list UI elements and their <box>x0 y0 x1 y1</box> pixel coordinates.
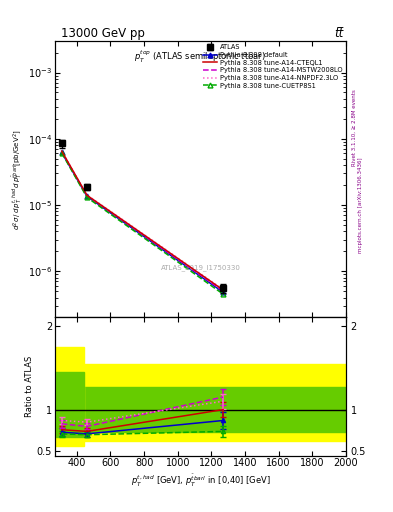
Line: Pythia 8.308 default: Pythia 8.308 default <box>59 150 226 295</box>
Pythia 8.308 default <box>84 193 89 199</box>
Bar <box>55 387 346 432</box>
Text: ATLAS_2019_I1750330: ATLAS_2019_I1750330 <box>160 264 241 271</box>
Line: Pythia 8.308 tune-CUETP8S1: Pythia 8.308 tune-CUETP8S1 <box>59 151 226 296</box>
Pythia 8.308 tune-CUETP8S1 <box>59 150 64 156</box>
Line: Pythia 8.308 tune-A14-MSTW2008LO: Pythia 8.308 tune-A14-MSTW2008LO <box>62 152 223 291</box>
Pythia 8.308 default <box>59 150 64 156</box>
Text: $p_T^{top}$ (ATLAS semileptonic ttbar): $p_T^{top}$ (ATLAS semileptonic ttbar) <box>134 49 266 66</box>
Line: Pythia 8.308 tune-A14-CTEQL1: Pythia 8.308 tune-A14-CTEQL1 <box>62 151 223 290</box>
Y-axis label: $d^2\sigma\,/\,d\,p_T^{t,had}\,d\,p_T^{\bar{t}bar{l}}$[pb/GeV$^2$]: $d^2\sigma\,/\,d\,p_T^{t,had}\,d\,p_T^{\… <box>11 129 25 229</box>
Bar <box>55 347 84 445</box>
Y-axis label: Ratio to ATLAS: Ratio to ATLAS <box>25 356 34 417</box>
Pythia 8.308 default <box>221 289 226 295</box>
Bar <box>55 372 84 437</box>
Pythia 8.308 tune-A14-CTEQL1 <box>221 287 226 293</box>
Pythia 8.308 tune-A14-CTEQL1 <box>59 148 64 154</box>
Pythia 8.308 tune-A14-NNPDF2.3LO <box>59 147 64 154</box>
Pythia 8.308 tune-A14-NNPDF2.3LO <box>221 286 226 292</box>
Text: 13000 GeV pp: 13000 GeV pp <box>61 27 145 40</box>
Legend: ATLAS, Pythia 8.308 default, Pythia 8.308 tune-A14-CTEQL1, Pythia 8.308 tune-A14: ATLAS, Pythia 8.308 default, Pythia 8.30… <box>201 43 344 90</box>
Pythia 8.308 tune-CUETP8S1 <box>84 195 89 201</box>
Pythia 8.308 tune-A14-MSTW2008LO <box>59 149 64 155</box>
Text: Rivet 3.1.10, ≥ 2.8M events: Rivet 3.1.10, ≥ 2.8M events <box>352 90 357 166</box>
Text: tt̅: tt̅ <box>334 27 344 40</box>
Text: mcplots.cern.ch [arXiv:1306.3436]: mcplots.cern.ch [arXiv:1306.3436] <box>358 157 363 252</box>
Bar <box>55 364 346 441</box>
Pythia 8.308 tune-CUETP8S1 <box>221 291 226 297</box>
Pythia 8.308 tune-A14-CTEQL1 <box>84 192 89 198</box>
Pythia 8.308 tune-A14-NNPDF2.3LO <box>84 192 89 198</box>
Line: Pythia 8.308 tune-A14-NNPDF2.3LO: Pythia 8.308 tune-A14-NNPDF2.3LO <box>62 151 223 289</box>
Pythia 8.308 tune-A14-MSTW2008LO <box>221 288 226 294</box>
X-axis label: $p_T^{t,had}$ [GeV], $p_T^{\bar{t}bar{l}}$ in [0,40] [GeV]: $p_T^{t,had}$ [GeV], $p_T^{\bar{t}bar{l}… <box>130 473 270 489</box>
Pythia 8.308 tune-A14-MSTW2008LO <box>84 193 89 199</box>
